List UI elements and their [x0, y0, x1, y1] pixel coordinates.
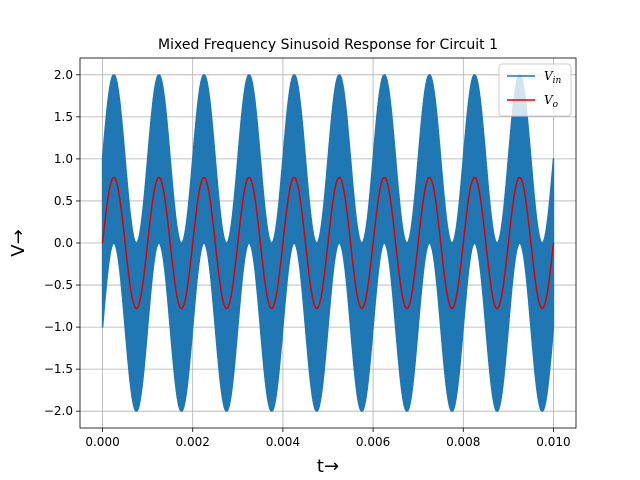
legend-label-vo-subscript: o — [553, 100, 559, 110]
x-tick-label: 0.010 — [536, 435, 570, 449]
y-tick-label: −1.5 — [44, 362, 73, 376]
x-tick-label: 0.004 — [266, 435, 300, 449]
legend-entry-vo: Vo — [544, 93, 559, 110]
x-axis-label: t→ — [317, 456, 339, 477]
chart-title: Mixed Frequency Sinusoid Response for Ci… — [158, 37, 498, 53]
y-tick-label: −1.0 — [44, 320, 73, 334]
x-tick-label: 0.000 — [85, 435, 119, 449]
y-axis-label: V→ — [8, 229, 29, 256]
y-tick-label: −0.5 — [44, 278, 73, 292]
series-vo-line — [101, 176, 555, 310]
y-tick-label: −2.0 — [44, 404, 73, 418]
legend: Vin Vo — [498, 63, 572, 117]
legend-label-vo: V — [544, 93, 554, 107]
y-tick-label: 2.0 — [54, 68, 73, 82]
y-tick-label: 0.0 — [54, 236, 73, 250]
plot-area — [101, 74, 555, 412]
x-tick-label: 0.002 — [176, 435, 210, 449]
legend-entry-vin: Vin — [544, 69, 562, 86]
x-tick-label: 0.006 — [356, 435, 390, 449]
y-tick-label: 0.5 — [54, 194, 73, 208]
legend-label-vin: V — [544, 69, 554, 83]
y-tick-label: 1.0 — [54, 152, 73, 166]
legend-box — [498, 63, 572, 117]
x-tick-label: 0.008 — [446, 435, 480, 449]
legend-label-vin-subscript: in — [553, 76, 562, 86]
y-tick-label: 1.5 — [54, 110, 73, 124]
ticks: 0.000 0.002 0.004 0.006 0.008 0.010 −2.0 −1.5 −1… — [44, 68, 571, 449]
